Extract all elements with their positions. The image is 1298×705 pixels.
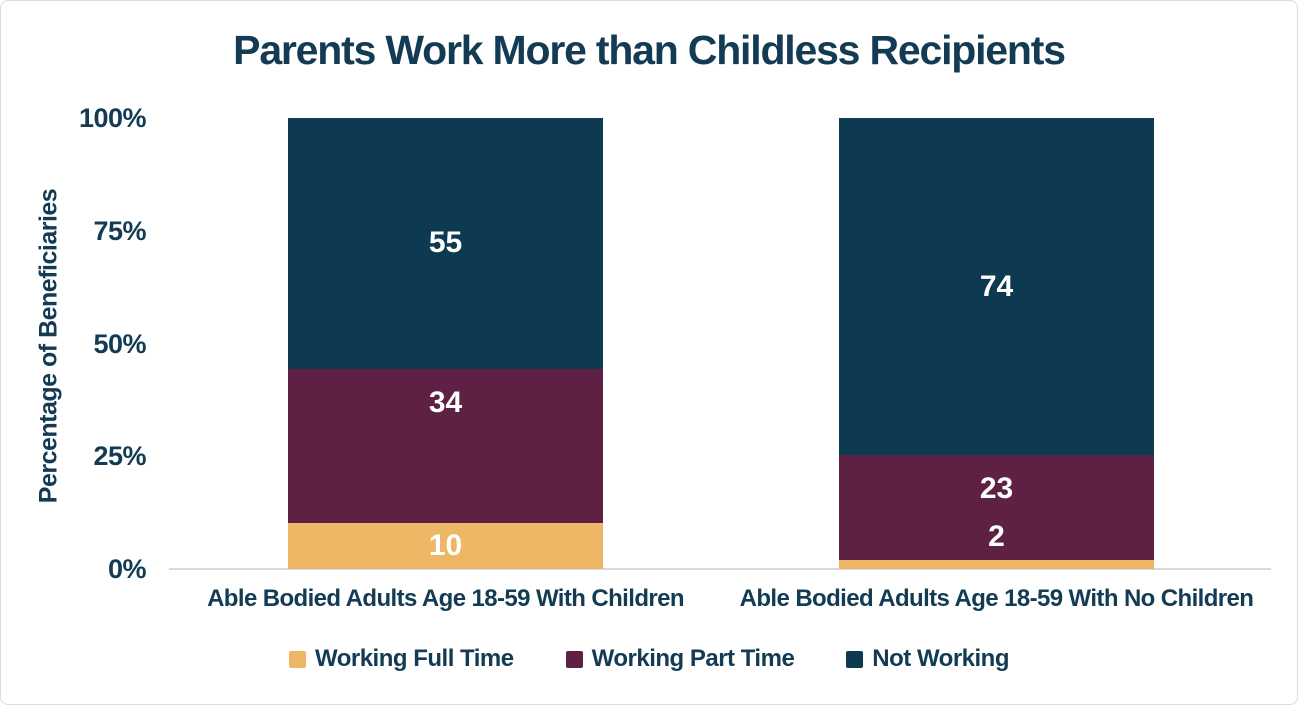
x-axis-category-label: Able Bodied Adults Age 18-59 With No Chi… xyxy=(739,585,1254,612)
legend-swatch-icon xyxy=(288,650,306,668)
bar-segment: 10 xyxy=(288,523,603,569)
y-tick-label: 100% xyxy=(78,103,147,133)
legend-label: Working Full Time xyxy=(314,645,514,672)
bar-value-label: 23 xyxy=(979,472,1014,506)
chart-title: Parents Work More than Childless Recipie… xyxy=(233,27,1066,73)
bar-value-label: 55 xyxy=(428,226,463,260)
legend-item: Working Full Time xyxy=(288,645,514,673)
y-tick-label: 50% xyxy=(93,328,146,359)
y-tick-label: 75% xyxy=(93,215,146,246)
y-tick-label: 0% xyxy=(107,554,147,584)
legend-label: Working Part Time xyxy=(591,645,795,672)
x-axis-line xyxy=(169,568,1271,570)
bar-segment: 74 xyxy=(839,118,1154,456)
bar-segment: 2 xyxy=(839,520,1154,569)
legend-label: Not Working xyxy=(872,645,1010,672)
bar-value-label: 2 xyxy=(988,519,1005,553)
y-tick-label: 25% xyxy=(93,441,146,472)
bar-value-label: 74 xyxy=(979,269,1014,303)
legend-item: Working Part Time xyxy=(565,645,795,673)
legend-item: Not Working xyxy=(846,645,1010,673)
bar-segment: 23 xyxy=(839,455,1154,560)
bar-value-label: 10 xyxy=(428,529,463,563)
legend: Working Full Time Working Part Time Not Wo… xyxy=(1,645,1297,673)
legend-swatch-icon xyxy=(565,650,583,668)
bar-segment: 55 xyxy=(288,118,603,369)
bar-segment: 34 xyxy=(288,368,603,524)
legend-swatch-icon xyxy=(846,650,864,668)
bar-value-label: 34 xyxy=(428,385,463,419)
x-axis-category-label: Able Bodied Adults Age 18-59 With Childr… xyxy=(207,585,684,612)
